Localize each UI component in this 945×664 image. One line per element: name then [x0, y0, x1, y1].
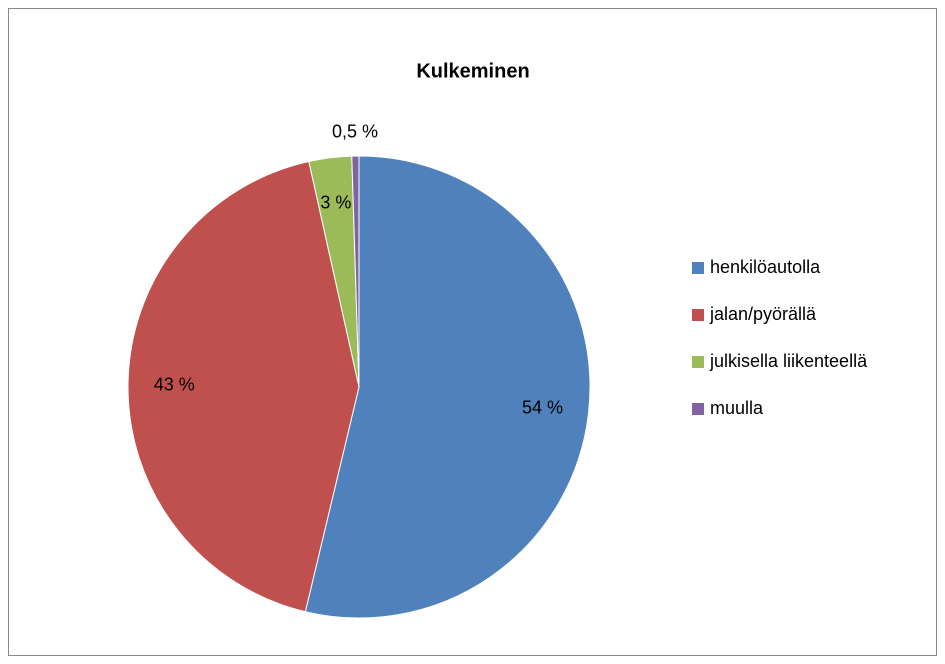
- legend-label: muulla: [710, 398, 764, 418]
- pie-slice: [351, 155, 360, 388]
- data-label: 54 %: [522, 397, 563, 417]
- pie-slice: [127, 160, 360, 613]
- legend-label: jalan/pyörällä: [709, 304, 817, 324]
- data-label: 43 %: [154, 374, 195, 394]
- legend-swatch: [692, 403, 704, 415]
- legend-swatch: [692, 309, 704, 321]
- chart-title: Kulkeminen: [416, 60, 529, 82]
- pie-slice: [304, 155, 591, 619]
- data-label: 3 %: [320, 192, 351, 212]
- legend-swatch: [692, 356, 704, 368]
- legend-label: julkisella liikenteellä: [709, 351, 868, 371]
- legend-label: henkilöautolla: [710, 257, 821, 277]
- legend-swatch: [692, 262, 704, 274]
- data-label: 0,5 %: [332, 122, 378, 142]
